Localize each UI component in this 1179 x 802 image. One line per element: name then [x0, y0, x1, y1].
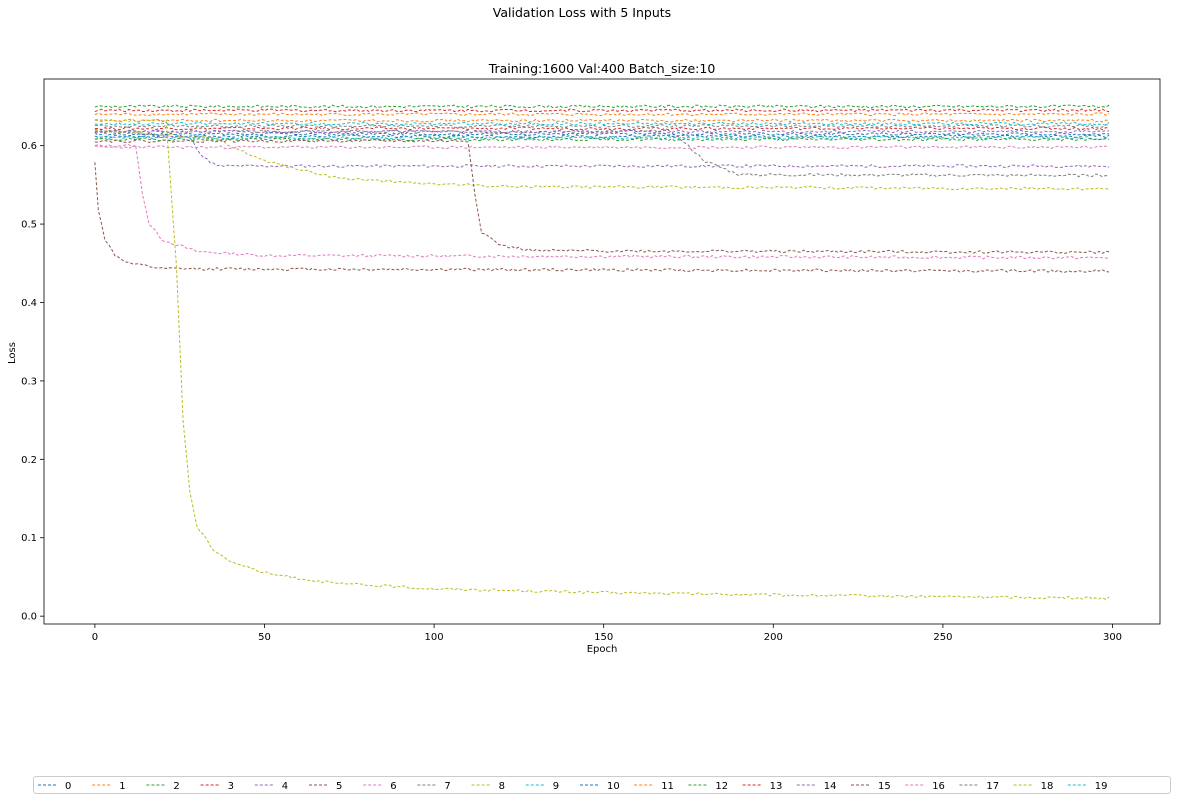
figure-suptitle: Validation Loss with 5 Inputs — [493, 5, 671, 20]
y-tick-label: 0.4 — [21, 298, 37, 309]
legend-label: 17 — [986, 781, 999, 792]
series-line-18 — [94, 118, 1110, 600]
legend-label: 2 — [173, 781, 179, 792]
legend-label: 3 — [228, 781, 234, 792]
x-tick-label: 250 — [933, 632, 952, 643]
series-line-8 — [94, 128, 1110, 191]
series-line-9 — [94, 135, 1110, 140]
y-tick-label: 0.0 — [21, 612, 37, 623]
series-line-2 — [94, 104, 1110, 109]
series-line-19 — [94, 121, 1110, 126]
legend-label: 8 — [499, 781, 505, 792]
y-tick-label: 0.3 — [21, 376, 37, 387]
legend-label: 16 — [932, 781, 945, 792]
series-line-10 — [94, 131, 1110, 136]
legend-label: 14 — [824, 781, 837, 792]
plot-frame — [43, 78, 1161, 625]
series-line-1 — [94, 112, 1110, 117]
legend-label: 1 — [119, 781, 125, 792]
legend-entries: 0 1 2 3 4 5 6 7 8 9 10 11 12 13 14 15 16 17 18 19 — [38, 781, 1108, 792]
series-line-12 — [94, 137, 1110, 142]
series-line-5 — [94, 162, 1110, 273]
series-line-17 — [94, 124, 1110, 128]
legend-label: 19 — [1095, 781, 1108, 792]
legend-label: 7 — [444, 781, 450, 792]
series-line-11 — [94, 118, 1110, 123]
legend-label: 9 — [553, 781, 559, 792]
x-tick-label: 300 — [1103, 632, 1122, 643]
legend-label: 6 — [390, 781, 396, 792]
legend-label: 10 — [607, 781, 620, 792]
x-tick-label: 100 — [425, 632, 444, 643]
x-tick-label: 150 — [594, 632, 613, 643]
legend-label: 12 — [715, 781, 728, 792]
x-ticks: 0 50 100 150 200 250 300 — [92, 624, 1122, 643]
series-layer — [94, 104, 1110, 600]
series-line-14 — [94, 129, 1110, 134]
legend-label: 11 — [661, 781, 674, 792]
legend-label: 5 — [336, 781, 342, 792]
series-line-6 — [94, 144, 1110, 260]
y-axis-label: Loss — [7, 342, 18, 364]
series-line-3 — [94, 108, 1110, 113]
chart-title: Training:1600 Val:400 Batch_size:10 — [488, 61, 716, 76]
legend-label: 15 — [878, 781, 891, 792]
series-line-15 — [94, 139, 1110, 255]
legend: 0 1 2 3 4 5 6 7 8 9 10 11 12 13 14 15 16 17 18 19 — [33, 776, 1171, 794]
y-ticks: 0.0 0.1 0.2 0.3 0.4 0.5 0.6 — [21, 141, 44, 623]
legend-label: 0 — [65, 781, 71, 792]
y-tick-label: 0.1 — [21, 533, 37, 544]
y-tick-label: 0.5 — [21, 220, 37, 231]
series-line-13 — [94, 126, 1110, 131]
x-tick-label: 200 — [764, 632, 783, 643]
legend-label: 13 — [770, 781, 783, 792]
legend-label: 18 — [1041, 781, 1054, 792]
series-line-16 — [94, 145, 1110, 150]
x-axis-label: Epoch — [587, 644, 618, 655]
x-tick-label: 50 — [258, 632, 271, 643]
legend-label: 4 — [282, 781, 288, 792]
y-tick-label: 0.2 — [21, 455, 37, 466]
x-tick-label: 0 — [92, 632, 98, 643]
y-tick-label: 0.6 — [21, 141, 37, 152]
